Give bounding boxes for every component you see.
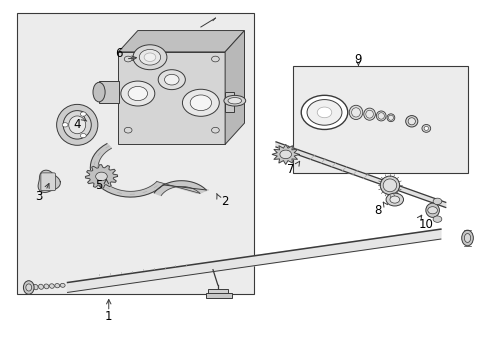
Circle shape <box>427 207 437 214</box>
Circle shape <box>62 123 68 127</box>
Polygon shape <box>118 52 224 144</box>
Ellipse shape <box>351 108 360 117</box>
Polygon shape <box>154 181 206 195</box>
Ellipse shape <box>461 230 472 246</box>
Circle shape <box>121 81 155 106</box>
Ellipse shape <box>26 284 32 291</box>
Circle shape <box>139 49 160 65</box>
Bar <box>99 81 119 103</box>
Text: 4: 4 <box>73 118 81 131</box>
Circle shape <box>279 150 291 159</box>
Ellipse shape <box>33 284 38 290</box>
Polygon shape <box>38 170 60 193</box>
Circle shape <box>317 107 331 118</box>
Circle shape <box>124 56 132 62</box>
Ellipse shape <box>55 284 60 288</box>
Bar <box>17 13 254 294</box>
Circle shape <box>124 127 132 133</box>
Ellipse shape <box>44 284 49 289</box>
Ellipse shape <box>365 110 373 118</box>
Ellipse shape <box>63 111 91 139</box>
Circle shape <box>386 193 403 206</box>
Ellipse shape <box>423 126 427 130</box>
Ellipse shape <box>60 283 65 287</box>
Ellipse shape <box>387 115 393 120</box>
Bar <box>224 93 233 112</box>
Circle shape <box>389 196 399 203</box>
Circle shape <box>144 53 156 62</box>
Text: 2: 2 <box>221 195 228 208</box>
Circle shape <box>80 112 86 116</box>
Circle shape <box>432 198 441 204</box>
Ellipse shape <box>224 95 245 106</box>
Ellipse shape <box>39 284 43 289</box>
Bar <box>208 289 227 294</box>
Circle shape <box>211 56 219 62</box>
Text: 8: 8 <box>373 204 381 217</box>
Ellipse shape <box>57 104 98 145</box>
Polygon shape <box>156 181 208 193</box>
Circle shape <box>432 216 441 222</box>
Polygon shape <box>118 31 244 52</box>
Circle shape <box>182 89 219 116</box>
Text: 1: 1 <box>105 310 112 324</box>
Circle shape <box>80 134 86 138</box>
Polygon shape <box>275 142 445 207</box>
Ellipse shape <box>380 176 399 195</box>
Ellipse shape <box>425 203 439 217</box>
Ellipse shape <box>28 285 33 290</box>
Circle shape <box>306 100 341 125</box>
Text: 9: 9 <box>354 53 362 66</box>
Polygon shape <box>224 31 244 144</box>
Polygon shape <box>272 144 299 165</box>
Ellipse shape <box>227 98 241 104</box>
Circle shape <box>164 74 179 85</box>
Ellipse shape <box>348 105 362 120</box>
Ellipse shape <box>405 116 417 127</box>
Ellipse shape <box>407 118 414 125</box>
Ellipse shape <box>421 125 430 132</box>
Circle shape <box>211 127 219 133</box>
Polygon shape <box>85 165 117 188</box>
Circle shape <box>301 95 347 130</box>
Circle shape <box>158 70 185 90</box>
Text: 6: 6 <box>115 47 122 60</box>
FancyBboxPatch shape <box>41 173 55 191</box>
Text: 3: 3 <box>35 189 42 203</box>
Text: 7: 7 <box>286 163 294 176</box>
Ellipse shape <box>93 82 105 102</box>
Circle shape <box>133 45 166 70</box>
Bar <box>292 66 467 173</box>
Ellipse shape <box>383 179 396 192</box>
Text: 10: 10 <box>418 218 433 231</box>
Circle shape <box>190 95 211 111</box>
Ellipse shape <box>376 111 386 121</box>
Polygon shape <box>67 229 440 292</box>
Circle shape <box>128 86 147 101</box>
Ellipse shape <box>23 281 34 294</box>
Ellipse shape <box>386 114 394 122</box>
Ellipse shape <box>69 116 85 134</box>
Circle shape <box>96 172 107 181</box>
Ellipse shape <box>464 234 470 242</box>
Ellipse shape <box>377 113 384 119</box>
Ellipse shape <box>363 108 375 120</box>
Ellipse shape <box>49 284 54 288</box>
Bar <box>205 293 232 298</box>
Text: 5: 5 <box>95 179 102 192</box>
Polygon shape <box>90 144 163 197</box>
